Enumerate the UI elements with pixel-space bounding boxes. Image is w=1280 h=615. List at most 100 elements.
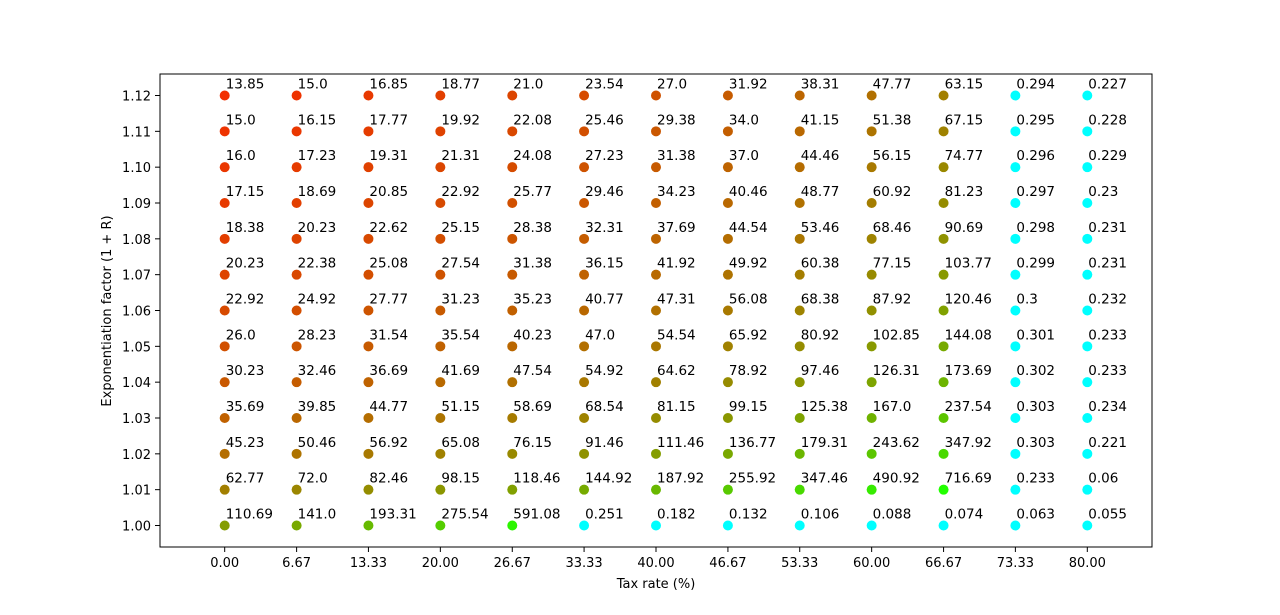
data-point [794, 448, 805, 459]
data-label: 29.46 [585, 184, 624, 200]
data-label: 17.77 [369, 112, 408, 128]
data-label: 102.85 [873, 327, 920, 343]
data-point [435, 377, 446, 388]
data-label: 716.69 [945, 471, 992, 487]
data-label: 19.92 [441, 112, 480, 128]
data-point [507, 341, 518, 352]
data-label: 0.06 [1088, 471, 1118, 487]
data-label: 120.46 [945, 292, 992, 308]
data-label: 76.15 [513, 435, 552, 451]
data-point [938, 90, 949, 101]
data-label: 0.074 [945, 507, 984, 523]
data-label: 40.46 [729, 184, 768, 200]
data-label: 27.0 [657, 77, 687, 93]
data-point [291, 448, 302, 459]
data-point [938, 162, 949, 173]
data-label: 56.08 [729, 292, 768, 308]
data-point [651, 198, 661, 208]
data-label: 48.77 [801, 184, 840, 200]
data-label: 44.46 [801, 148, 840, 164]
data-point [363, 413, 374, 423]
data-label: 87.92 [873, 292, 912, 308]
data-label: 0.234 [1088, 399, 1127, 415]
data-label: 18.69 [298, 184, 337, 200]
data-label: 25.15 [441, 220, 480, 236]
data-label: 591.08 [513, 507, 560, 523]
data-label: 0.228 [1088, 112, 1127, 128]
x-tick-label: 40.00 [637, 556, 674, 571]
data-label: 0.3 [1016, 292, 1037, 308]
data-label: 34.23 [657, 184, 696, 200]
data-point [1010, 341, 1021, 352]
data-point [794, 520, 805, 531]
data-point [866, 448, 877, 459]
data-point [435, 198, 446, 208]
data-point [219, 377, 230, 388]
data-label: 40.77 [585, 292, 624, 308]
data-label: 24.08 [513, 148, 552, 164]
data-label: 22.38 [298, 256, 337, 272]
data-label: 78.92 [729, 363, 768, 379]
data-label: 17.23 [298, 148, 337, 164]
data-label: 49.92 [729, 256, 768, 272]
data-point [291, 126, 302, 137]
y-tick-label: 1.05 [122, 340, 151, 355]
data-label: 63.15 [945, 77, 984, 93]
data-point [579, 484, 590, 495]
data-label: 44.54 [729, 220, 768, 236]
data-point [938, 269, 949, 280]
data-point [722, 90, 733, 101]
data-label: 193.31 [369, 507, 416, 523]
data-point [219, 269, 230, 280]
data-point [435, 520, 446, 531]
data-point [1082, 233, 1093, 244]
data-label: 19.31 [369, 148, 408, 164]
data-point [363, 448, 374, 459]
data-point [363, 162, 374, 173]
data-label: 275.54 [441, 507, 488, 523]
data-label: 41.69 [441, 363, 480, 379]
data-point [866, 233, 877, 244]
data-label: 0.303 [1016, 435, 1055, 451]
data-label: 20.23 [226, 256, 265, 272]
data-point [507, 413, 518, 423]
data-label: 0.298 [1016, 220, 1055, 236]
data-point [938, 413, 949, 423]
data-point [1082, 341, 1093, 352]
data-point [722, 520, 733, 531]
data-point [1082, 520, 1093, 531]
data-label: 144.08 [945, 327, 992, 343]
data-label: 15.0 [226, 112, 256, 128]
data-label: 0.233 [1088, 363, 1127, 379]
data-label: 0.251 [585, 507, 624, 523]
data-point [579, 269, 590, 280]
data-label: 82.46 [369, 471, 408, 487]
data-label: 173.69 [945, 363, 992, 379]
data-label: 32.46 [298, 363, 337, 379]
data-label: 21.31 [441, 148, 480, 164]
x-tick-label: 60.00 [853, 556, 890, 571]
data-point [435, 413, 446, 423]
data-point [651, 484, 661, 495]
data-point [1082, 269, 1093, 280]
data-point [722, 269, 733, 280]
data-label: 25.46 [585, 112, 624, 128]
data-label: 179.31 [801, 435, 848, 451]
data-point [866, 198, 877, 208]
data-label: 347.92 [945, 435, 992, 451]
data-point [938, 341, 949, 352]
data-point [363, 341, 374, 352]
x-tick-label: 53.33 [781, 556, 818, 571]
data-point [866, 162, 877, 173]
data-point [1010, 520, 1021, 531]
data-point [651, 269, 661, 280]
data-label: 34.0 [729, 112, 759, 128]
data-point [1010, 413, 1021, 423]
data-point [219, 413, 230, 423]
data-point [219, 198, 230, 208]
data-label: 37.0 [729, 148, 759, 164]
data-point [363, 484, 374, 495]
data-point [507, 305, 518, 316]
data-label: 54.54 [657, 327, 696, 343]
data-label: 31.92 [729, 77, 768, 93]
